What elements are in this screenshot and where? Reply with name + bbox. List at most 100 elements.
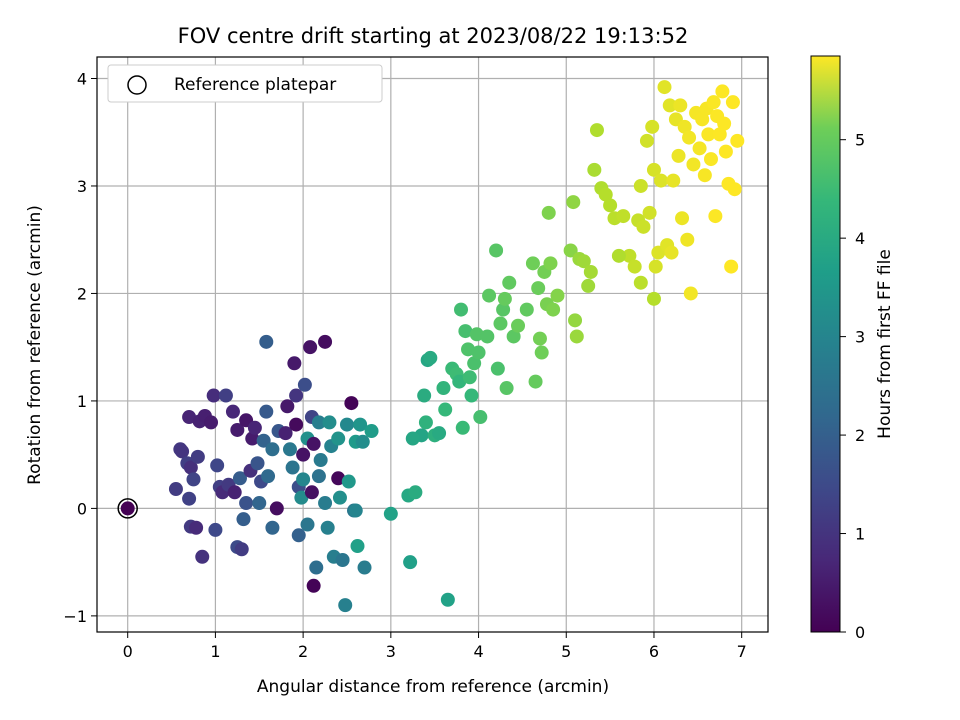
data-point [350, 539, 365, 554]
x-axis-ticks: 0 1 2 3 4 5 6 7 [123, 632, 747, 661]
data-point [633, 275, 648, 290]
data-point [532, 331, 547, 346]
data-point [186, 472, 201, 487]
data-point [708, 209, 723, 224]
data-point [247, 420, 262, 435]
data-point [646, 162, 661, 177]
data-point [583, 264, 598, 279]
data-point [506, 329, 521, 344]
data-point [496, 302, 511, 317]
data-point [639, 133, 654, 148]
data-point [335, 552, 350, 567]
data-point [563, 243, 578, 258]
x-tick-label: 0 [123, 642, 133, 661]
data-point [550, 288, 565, 303]
data-point [432, 426, 447, 441]
data-point [642, 205, 657, 220]
colorbar-ticks: 0 1 2 3 4 5 [840, 131, 865, 642]
data-point [587, 162, 602, 177]
colorbar: 0 1 2 3 4 5 Hours from first FF file [810, 55, 895, 642]
data-point [287, 356, 302, 371]
data-point [309, 560, 324, 575]
data-point [499, 381, 514, 396]
data-point [489, 243, 504, 258]
data-point [239, 496, 254, 511]
data-point [423, 350, 438, 365]
data-point [633, 178, 648, 193]
data-point [680, 232, 695, 247]
y-tick-label: 0 [77, 499, 87, 518]
data-point [297, 377, 312, 392]
data-point [232, 471, 247, 486]
data-point [581, 278, 596, 293]
y-axis-label: Rotation from reference (arcmin) [25, 205, 45, 485]
data-point [294, 490, 309, 505]
data-point [546, 302, 561, 317]
data-points [168, 80, 745, 613]
data-point [236, 512, 251, 527]
data-point [300, 517, 315, 532]
data-point [692, 141, 707, 156]
data-point [697, 168, 712, 183]
data-point [653, 173, 668, 188]
colorbar-tick-label: 0 [855, 623, 865, 642]
y-tick-label: 2 [77, 284, 87, 303]
data-point [304, 485, 319, 500]
data-point [675, 211, 690, 226]
data-point [318, 496, 333, 511]
data-point [189, 520, 204, 535]
y-tick-label: 1 [77, 392, 87, 411]
data-point [458, 324, 473, 339]
data-point [480, 329, 495, 344]
data-point [218, 388, 233, 403]
data-point [256, 433, 271, 448]
legend: Reference platepar [107, 64, 383, 103]
data-point [339, 417, 354, 432]
data-point [182, 410, 197, 425]
data-point [311, 469, 326, 484]
data-point [234, 542, 249, 557]
data-point [245, 431, 260, 446]
data-point [490, 361, 505, 376]
data-point [568, 313, 583, 328]
x-axis-label: Angular distance from reference (arcmin) [257, 677, 609, 697]
data-point [673, 98, 688, 113]
data-point [598, 187, 613, 202]
data-point [469, 327, 484, 342]
data-point [331, 471, 346, 486]
data-point [622, 248, 637, 263]
data-point [455, 420, 470, 435]
data-point [311, 415, 326, 430]
x-tick-label: 3 [386, 642, 396, 661]
data-point [355, 434, 370, 449]
data-point [225, 404, 240, 419]
data-point [682, 130, 697, 145]
data-point [259, 404, 274, 419]
data-point [208, 522, 223, 537]
legend-box [107, 64, 383, 103]
data-point [364, 424, 379, 439]
colorbar-tick-label: 1 [855, 525, 865, 544]
data-point [418, 415, 433, 430]
grid-lines [97, 57, 768, 632]
x-tick-label: 1 [210, 642, 220, 661]
data-point [531, 281, 546, 296]
data-point [269, 501, 284, 516]
data-point [306, 578, 321, 593]
data-point [467, 356, 482, 371]
data-point [438, 402, 453, 417]
data-point [303, 340, 318, 355]
data-point [664, 245, 679, 260]
data-point [265, 442, 280, 457]
data-point [636, 219, 651, 234]
data-point [566, 195, 581, 210]
data-point [250, 456, 265, 471]
data-point [289, 417, 304, 432]
data-point [227, 485, 242, 500]
data-point [648, 259, 663, 274]
legend-marker-reference [127, 75, 147, 95]
y-tick-label: 4 [77, 69, 87, 88]
data-point [589, 123, 604, 138]
data-point [331, 431, 346, 446]
